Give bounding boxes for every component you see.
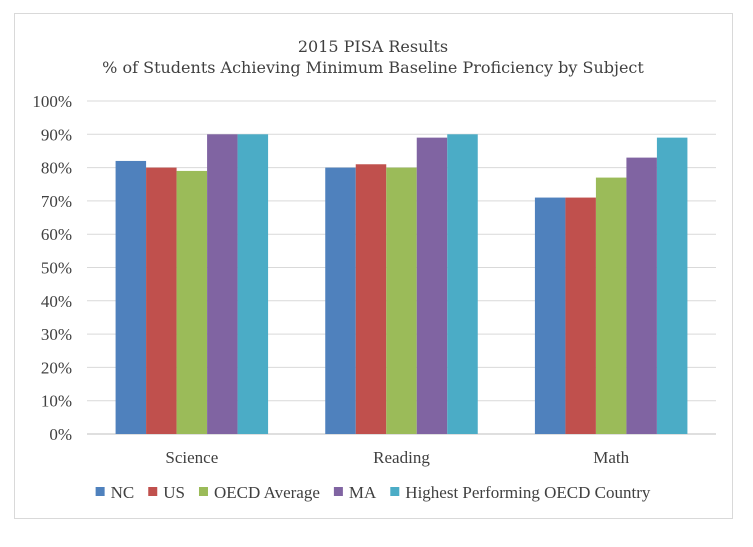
y-tick-label: 20% bbox=[41, 358, 72, 377]
bar-nc-math bbox=[534, 197, 566, 434]
bar-ma-reading bbox=[416, 137, 448, 434]
legend-swatch bbox=[198, 487, 208, 496]
chart-subtitle: % of Students Achieving Minimum Baseline… bbox=[102, 58, 644, 77]
y-tick-label: 100% bbox=[32, 92, 72, 111]
bar-ma-math bbox=[626, 157, 657, 435]
bar-highest-performing-oecd-country-reading bbox=[447, 134, 478, 435]
bar-oecd-average-science bbox=[176, 170, 208, 434]
x-axis-categories: Science Reading Math bbox=[165, 448, 629, 467]
y-axis-ticks: 0% 10% 20% 30% 40% 50% 60% 70% 80% 90% 100% bbox=[32, 92, 72, 444]
legend-swatch bbox=[95, 487, 105, 496]
bar-ma-science bbox=[207, 134, 238, 435]
legend-swatch bbox=[390, 487, 400, 496]
bars bbox=[115, 134, 688, 435]
y-tick-label: 50% bbox=[41, 259, 72, 278]
bar-us-science bbox=[146, 167, 177, 434]
y-tick-label: 60% bbox=[41, 225, 72, 244]
x-category-label: Reading bbox=[373, 448, 430, 467]
y-tick-label: 90% bbox=[41, 125, 72, 144]
y-tick-label: 70% bbox=[41, 192, 72, 211]
bar-us-reading bbox=[355, 164, 387, 434]
legend-item: Highest Performing OECD Country bbox=[390, 483, 651, 502]
legend-item: NC bbox=[95, 483, 135, 502]
bar-us-math bbox=[565, 197, 596, 434]
legend-label: MA bbox=[349, 483, 377, 502]
bar-nc-reading bbox=[325, 167, 356, 434]
y-tick-label: 0% bbox=[49, 425, 72, 444]
y-tick-label: 10% bbox=[41, 392, 72, 411]
y-tick-label: 30% bbox=[41, 325, 72, 344]
bar-oecd-average-math bbox=[595, 177, 627, 434]
legend-label: US bbox=[163, 483, 185, 502]
x-category-label: Math bbox=[593, 448, 629, 467]
x-category-label: Science bbox=[165, 448, 218, 467]
y-tick-label: 40% bbox=[41, 292, 72, 311]
legend-label: Highest Performing OECD Country bbox=[405, 483, 651, 502]
bar-nc-science bbox=[115, 160, 147, 434]
legend-label: NC bbox=[111, 483, 135, 502]
chart-title: 2015 PISA Results bbox=[298, 37, 448, 56]
legend-item: OECD Average bbox=[198, 483, 320, 502]
bar-highest-performing-oecd-country-science bbox=[237, 134, 269, 435]
legend: NC US OECD Average MA Highest Performing OEC… bbox=[95, 483, 651, 502]
legend-label: OECD Average bbox=[214, 483, 320, 502]
legend-item: MA bbox=[333, 483, 377, 502]
legend-swatch bbox=[333, 487, 343, 496]
bar-highest-performing-oecd-country-math bbox=[656, 137, 688, 434]
legend-swatch bbox=[148, 487, 158, 496]
y-tick-label: 80% bbox=[41, 159, 72, 178]
bar-oecd-average-reading bbox=[386, 167, 417, 434]
legend-item: US bbox=[148, 483, 185, 502]
